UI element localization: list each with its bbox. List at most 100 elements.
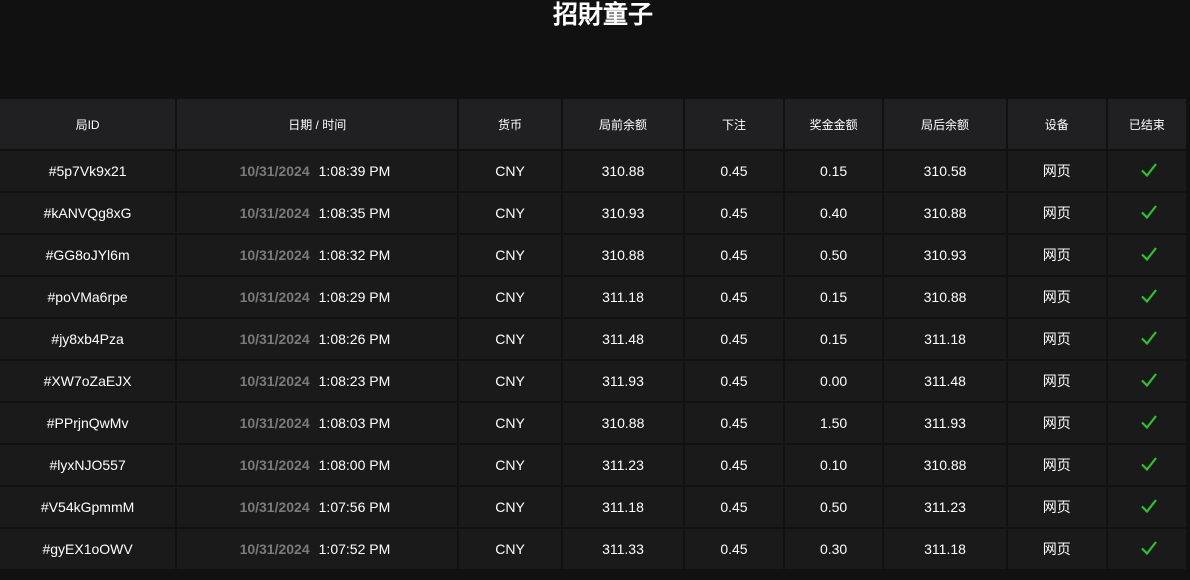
device-cell: 网页 <box>1007 235 1106 275</box>
currency-cell: CNY <box>459 361 561 401</box>
table-row[interactable]: #5p7Vk9x21 10/31/2024 1:08:39 PM CNY 310.88 0… <box>0 151 1186 191</box>
balance-before-cell: 311.93 <box>562 361 684 401</box>
table-row[interactable]: #lyxNJO557 10/31/2024 1:08:00 PM CNY 311.23 0… <box>0 445 1186 485</box>
page-title: 招財童子 <box>552 1 653 29</box>
bet-cell: 0.45 <box>685 487 783 527</box>
balance-after-cell: 311.18 <box>884 529 1006 569</box>
check-icon <box>1140 204 1158 223</box>
time: 1:08:23 PM <box>318 373 391 389</box>
balance-before-cell: 311.18 <box>562 487 684 527</box>
time: 1:08:39 PM <box>318 163 391 179</box>
bet-cell: 0.45 <box>685 277 783 317</box>
device-cell: 网页 <box>1007 403 1106 443</box>
time: 1:08:26 PM <box>318 331 391 347</box>
balance-before-cell: 311.18 <box>562 277 684 317</box>
win-amount-cell: 0.30 <box>784 529 883 569</box>
date: 10/31/2024 <box>239 373 310 389</box>
check-icon <box>1140 246 1158 265</box>
win-amount-cell: 0.15 <box>784 277 883 317</box>
device-cell: 网页 <box>1007 151 1106 191</box>
time: 1:08:00 PM <box>318 457 391 473</box>
table-row[interactable]: #XW7oZaEJX 10/31/2024 1:08:23 PM CNY 311.93 0… <box>0 361 1186 401</box>
device-cell: 网页 <box>1007 529 1106 569</box>
currency-cell: CNY <box>459 445 561 485</box>
date: 10/31/2024 <box>239 163 310 179</box>
round-id-cell: #jy8xb4Pza <box>0 319 176 359</box>
finished-cell <box>1107 361 1186 401</box>
win-amount-cell: 0.15 <box>784 151 883 191</box>
time: 1:07:56 PM <box>318 499 391 515</box>
date-time-cell: 10/31/2024 1:08:32 PM <box>177 235 458 275</box>
date-time-cell: 10/31/2024 1:08:03 PM <box>177 403 458 443</box>
date-time-cell: 10/31/2024 1:08:23 PM <box>177 361 458 401</box>
round-id-cell: #5p7Vk9x21 <box>0 151 176 191</box>
win-amount-cell: 0.50 <box>784 235 883 275</box>
table-row[interactable]: #gyEX1oOWV 10/31/2024 1:07:52 PM CNY 311.33 0… <box>0 529 1186 569</box>
table-row[interactable]: #kANVQg8xG 10/31/2024 1:08:35 PM CNY 310.93 0… <box>0 193 1186 233</box>
bet-cell: 0.45 <box>685 151 783 191</box>
bet-cell: 0.45 <box>685 529 783 569</box>
round-id-cell: #PPrjnQwMv <box>0 403 176 443</box>
balance-after-cell: 311.18 <box>884 319 1006 359</box>
balance-before-cell: 310.93 <box>562 193 684 233</box>
round-id-cell: #lyxNJO557 <box>0 445 176 485</box>
time: 1:08:29 PM <box>318 289 391 305</box>
round-id-cell: #V54kGpmmM <box>0 487 176 527</box>
table-row[interactable]: #GG8oJYl6m 10/31/2024 1:08:32 PM CNY 310.88 0… <box>0 235 1186 275</box>
column-header-balance-after: 局后余额 <box>884 99 1006 149</box>
time: 1:07:52 PM <box>318 541 391 557</box>
date-time-cell: 10/31/2024 1:08:29 PM <box>177 277 458 317</box>
win-amount-cell: 0.50 <box>784 487 883 527</box>
table-row[interactable]: #poVMa6rpe 10/31/2024 1:08:29 PM CNY 311.18 0… <box>0 277 1186 317</box>
table-row[interactable]: #V54kGpmmM 10/31/2024 1:07:56 PM CNY 311.18 0… <box>0 487 1186 527</box>
date-time-cell: 10/31/2024 1:07:56 PM <box>177 487 458 527</box>
round-id-cell: #GG8oJYl6m <box>0 235 176 275</box>
time: 1:08:35 PM <box>318 205 391 221</box>
device-cell: 网页 <box>1007 487 1106 527</box>
column-header-device: 设备 <box>1007 99 1106 149</box>
column-header-win-amount: 奖金金额 <box>784 99 883 149</box>
round-id-cell: #gyEX1oOWV <box>0 529 176 569</box>
balance-after-cell: 310.88 <box>884 445 1006 485</box>
date: 10/31/2024 <box>239 415 310 431</box>
date-time-cell: 10/31/2024 1:08:26 PM <box>177 319 458 359</box>
balance-before-cell: 311.23 <box>562 445 684 485</box>
table-row[interactable]: #jy8xb4Pza 10/31/2024 1:08:26 PM CNY 311.48 0… <box>0 319 1186 359</box>
column-header-balance-before: 局前余额 <box>562 99 684 149</box>
date: 10/31/2024 <box>239 541 310 557</box>
bet-cell: 0.45 <box>685 361 783 401</box>
date: 10/31/2024 <box>239 205 310 221</box>
balance-after-cell: 311.23 <box>884 487 1006 527</box>
currency-cell: CNY <box>459 277 561 317</box>
round-id-cell: #poVMa6rpe <box>0 277 176 317</box>
balance-before-cell: 311.48 <box>562 319 684 359</box>
balance-after-cell: 310.88 <box>884 193 1006 233</box>
date-time-cell: 10/31/2024 1:07:52 PM <box>177 529 458 569</box>
currency-cell: CNY <box>459 403 561 443</box>
currency-cell: CNY <box>459 193 561 233</box>
currency-cell: CNY <box>459 151 561 191</box>
finished-cell <box>1107 445 1186 485</box>
time: 1:08:03 PM <box>318 415 391 431</box>
device-cell: 网页 <box>1007 445 1106 485</box>
table-header: 局ID 日期 / 时间 货币 局前余额 下注 奖金金额 局后余额 设备 已结束 <box>0 99 1186 149</box>
finished-cell <box>1107 151 1186 191</box>
win-amount-cell: 0.00 <box>784 361 883 401</box>
currency-cell: CNY <box>459 529 561 569</box>
table-row[interactable]: #PPrjnQwMv 10/31/2024 1:08:03 PM CNY 310.88 0… <box>0 403 1186 443</box>
balance-after-cell: 310.93 <box>884 235 1006 275</box>
date: 10/31/2024 <box>239 457 310 473</box>
game-history-table: 局ID 日期 / 时间 货币 局前余额 下注 奖金金额 局后余额 设备 已结束 #5p7Vk9x… <box>0 97 1188 571</box>
win-amount-cell: 0.40 <box>784 193 883 233</box>
finished-cell <box>1107 235 1186 275</box>
balance-before-cell: 310.88 <box>562 403 684 443</box>
column-header-finished: 已结束 <box>1107 99 1186 149</box>
check-icon <box>1140 540 1158 559</box>
win-amount-cell: 0.15 <box>784 319 883 359</box>
check-icon <box>1140 414 1158 433</box>
date: 10/31/2024 <box>239 289 310 305</box>
win-amount-cell: 1.50 <box>784 403 883 443</box>
check-icon <box>1140 162 1158 181</box>
win-amount-cell: 0.10 <box>784 445 883 485</box>
bet-cell: 0.45 <box>685 445 783 485</box>
